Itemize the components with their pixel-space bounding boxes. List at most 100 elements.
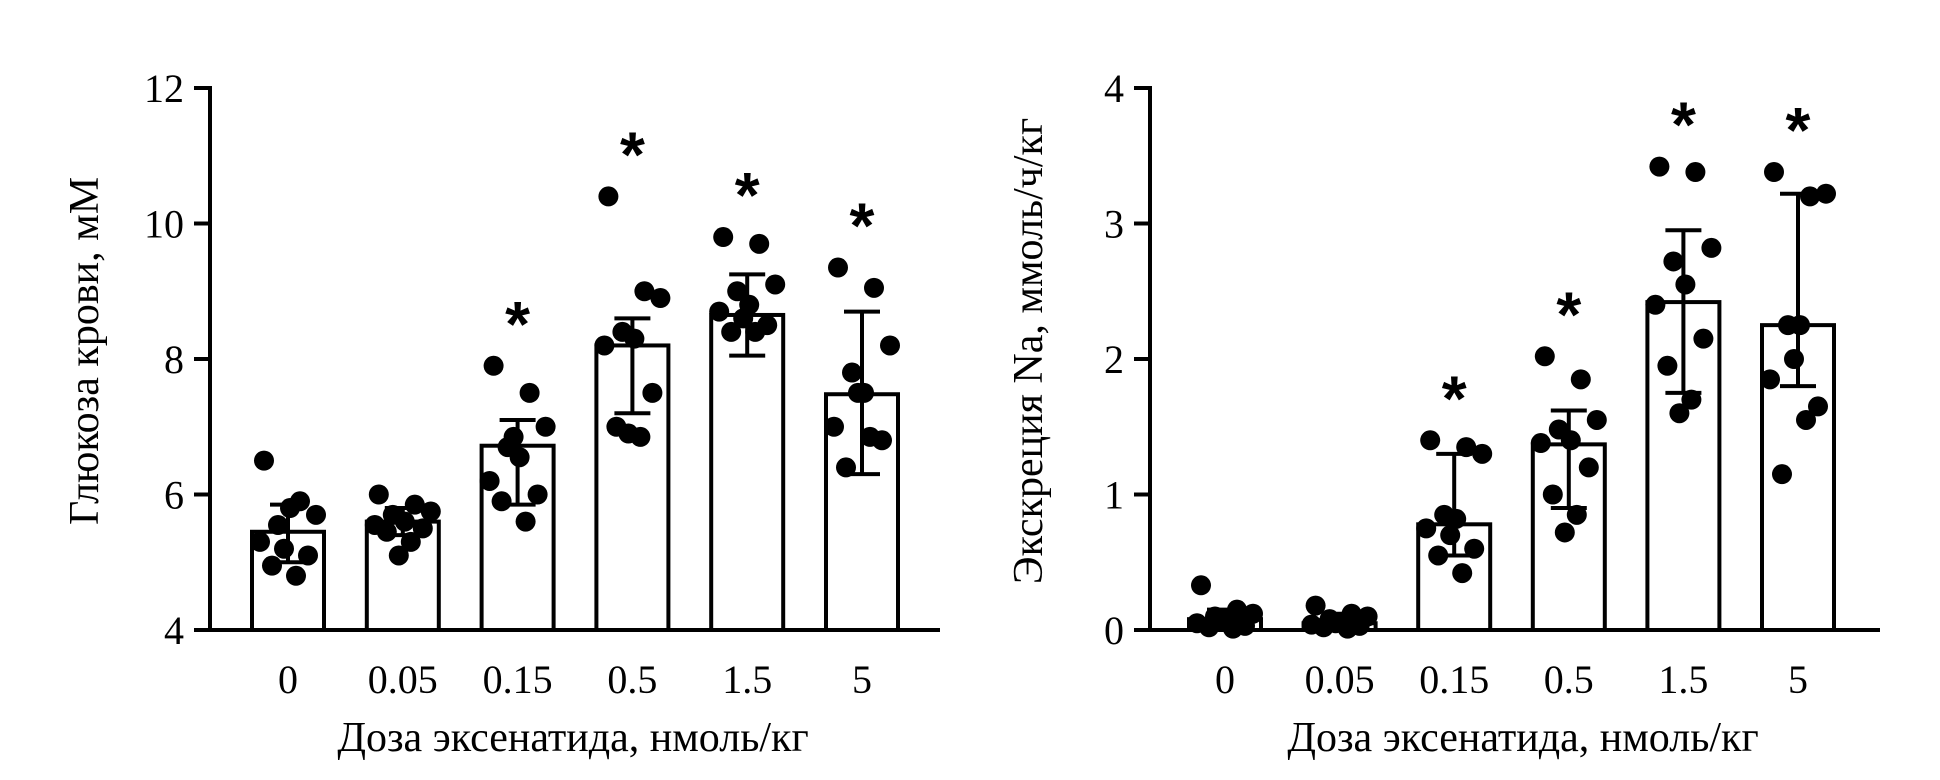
data-point xyxy=(1760,369,1780,390)
data-point xyxy=(836,457,856,478)
data-point xyxy=(376,521,397,542)
x-axis-title: Доза эксенатида, нмоль/кг xyxy=(337,715,808,761)
data-point xyxy=(400,531,421,552)
data-point xyxy=(503,426,524,447)
data-point xyxy=(306,504,326,525)
data-point xyxy=(1701,237,1722,258)
data-point xyxy=(1681,389,1702,410)
x-tick-label: 0.05 xyxy=(1305,657,1375,702)
data-point xyxy=(254,450,274,471)
y-tick-label: 3 xyxy=(1104,202,1124,247)
data-point xyxy=(280,498,300,519)
data-point xyxy=(1566,504,1587,525)
x-tick-label: 0.05 xyxy=(368,657,438,702)
data-point xyxy=(1578,457,1599,478)
data-point xyxy=(1530,433,1551,454)
data-point xyxy=(268,514,288,535)
significance-marker: * xyxy=(735,159,760,231)
data-point xyxy=(1693,328,1714,349)
significance-marker: * xyxy=(1786,94,1811,166)
data-point xyxy=(1416,518,1437,539)
data-point xyxy=(479,470,500,491)
data-point xyxy=(618,423,639,444)
data-point xyxy=(713,227,734,248)
y-tick-label: 8 xyxy=(164,337,184,382)
data-point xyxy=(1191,575,1211,596)
data-point xyxy=(491,491,512,512)
bar xyxy=(364,519,441,632)
data-point xyxy=(848,382,868,403)
data-point xyxy=(1464,538,1485,559)
x-tick-label: 1.5 xyxy=(722,657,772,702)
blood-glucose-chart: Глюкоза крови, мМ Доза эксенатида, нмоль… xyxy=(62,66,940,761)
data-point xyxy=(1560,430,1581,451)
data-point xyxy=(1440,525,1461,546)
data-point xyxy=(1452,563,1473,584)
data-point xyxy=(1446,508,1467,529)
data-point xyxy=(250,531,270,552)
data-point xyxy=(1808,396,1828,417)
data-point xyxy=(824,416,844,437)
significance-marker: * xyxy=(1442,362,1467,434)
sodium-excretion-chart: Экскреция Na, ммоль/ч/кг Доза эксенатида… xyxy=(1006,66,1880,761)
data-point xyxy=(1570,369,1591,390)
x-tick-label: 0.5 xyxy=(1544,657,1594,702)
data-point xyxy=(642,382,663,403)
data-point xyxy=(1663,251,1684,272)
data-point xyxy=(286,565,306,586)
significance-marker: * xyxy=(1556,278,1581,350)
data-point xyxy=(1325,613,1346,634)
data-point xyxy=(1649,156,1670,177)
data-point xyxy=(1790,315,1810,336)
data-point xyxy=(1305,595,1326,616)
data-point xyxy=(650,288,671,309)
data-point xyxy=(368,484,389,505)
data-point xyxy=(624,328,645,349)
data-point xyxy=(404,494,425,515)
data-point xyxy=(1420,430,1441,451)
data-point xyxy=(727,281,748,302)
bar xyxy=(709,312,786,632)
data-point xyxy=(598,186,619,207)
data-point xyxy=(1669,403,1690,424)
data-point xyxy=(1211,611,1231,632)
y-tick-label: 2 xyxy=(1104,337,1124,382)
data-point xyxy=(1800,186,1820,207)
data-point xyxy=(1428,545,1449,566)
y-axis-title: Экскреция Na, ммоль/ч/кг xyxy=(1006,118,1052,584)
data-point xyxy=(860,426,880,447)
data-point xyxy=(394,511,415,532)
data-point xyxy=(733,308,754,329)
data-point xyxy=(765,274,786,295)
data-point xyxy=(1772,464,1792,485)
y-axis-title: Глюкоза крови, мМ xyxy=(62,177,108,525)
bar xyxy=(1645,300,1722,632)
data-point xyxy=(749,233,770,254)
data-point xyxy=(1764,162,1784,183)
data-point xyxy=(509,447,530,468)
data-point xyxy=(721,321,742,342)
x-tick-label: 0.5 xyxy=(607,657,657,702)
data-point xyxy=(274,538,294,559)
data-point xyxy=(262,555,282,576)
data-point xyxy=(298,545,318,566)
data-point xyxy=(1796,409,1816,430)
significance-marker: * xyxy=(1671,89,1696,161)
data-point xyxy=(412,518,433,539)
x-tick-label: 1.5 xyxy=(1658,657,1708,702)
data-point xyxy=(634,281,655,302)
data-point xyxy=(420,501,441,522)
x-tick-label: 0 xyxy=(278,657,298,702)
y-tick-label: 12 xyxy=(144,66,184,111)
y-tick-label: 6 xyxy=(164,473,184,518)
x-tick-label: 0 xyxy=(1215,657,1235,702)
significance-marker: * xyxy=(620,118,645,190)
data-point xyxy=(1816,183,1836,204)
data-point xyxy=(864,277,884,298)
data-point xyxy=(842,362,862,383)
data-point xyxy=(515,511,536,532)
data-point xyxy=(1472,443,1493,464)
y-tick-label: 0 xyxy=(1104,608,1124,653)
data-point xyxy=(1586,409,1607,430)
